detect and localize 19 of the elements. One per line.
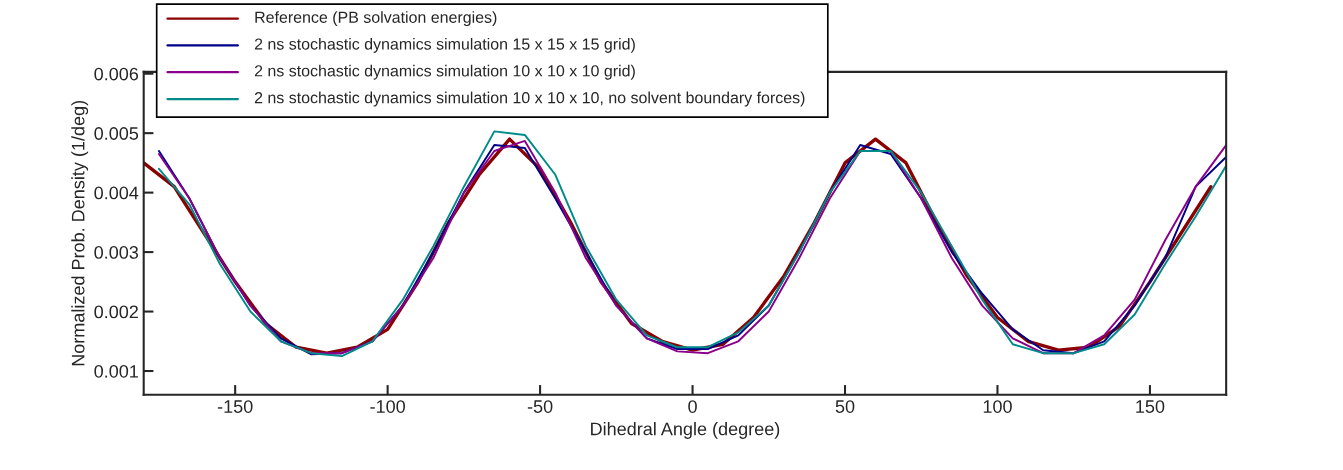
x-tick-label: 50 <box>835 400 855 413</box>
y-tick-label: 0.002 <box>94 305 138 319</box>
x-tick-label: 0 <box>688 400 697 413</box>
x-tick-label: 150 <box>1136 400 1165 413</box>
x-tick-label: -100 <box>370 400 405 413</box>
y-tick-label: 0.006 <box>94 67 139 81</box>
legend-label: 2 ns stochastic dynamics simulation 10 x 10 x 10 grid) <box>254 64 635 80</box>
y-axis-title: Normalized Prob. Density (1/deg) <box>71 101 89 366</box>
legend-label: 2 ns stochastic dynamics simulation 10 x 10 x 10, no solvent boundary forces) <box>254 91 805 107</box>
x-tick-label: 100 <box>983 400 1012 413</box>
x-tick-label: -150 <box>217 400 253 413</box>
legend-label: Reference (PB solvation energies) <box>255 11 497 27</box>
y-tick-label: 0.001 <box>94 364 138 378</box>
y-tick-label: 0.005 <box>94 127 139 140</box>
x-axis-title: Dihedral Angle (degree) <box>591 422 780 439</box>
legend-label: 2 ns stochastic dynamics simulation 15 x 15 x 15 grid) <box>254 37 635 53</box>
y-tick-label: 0.004 <box>94 186 139 200</box>
x-tick-label: -50 <box>527 400 553 413</box>
y-tick-label: 0.003 <box>94 246 139 259</box>
